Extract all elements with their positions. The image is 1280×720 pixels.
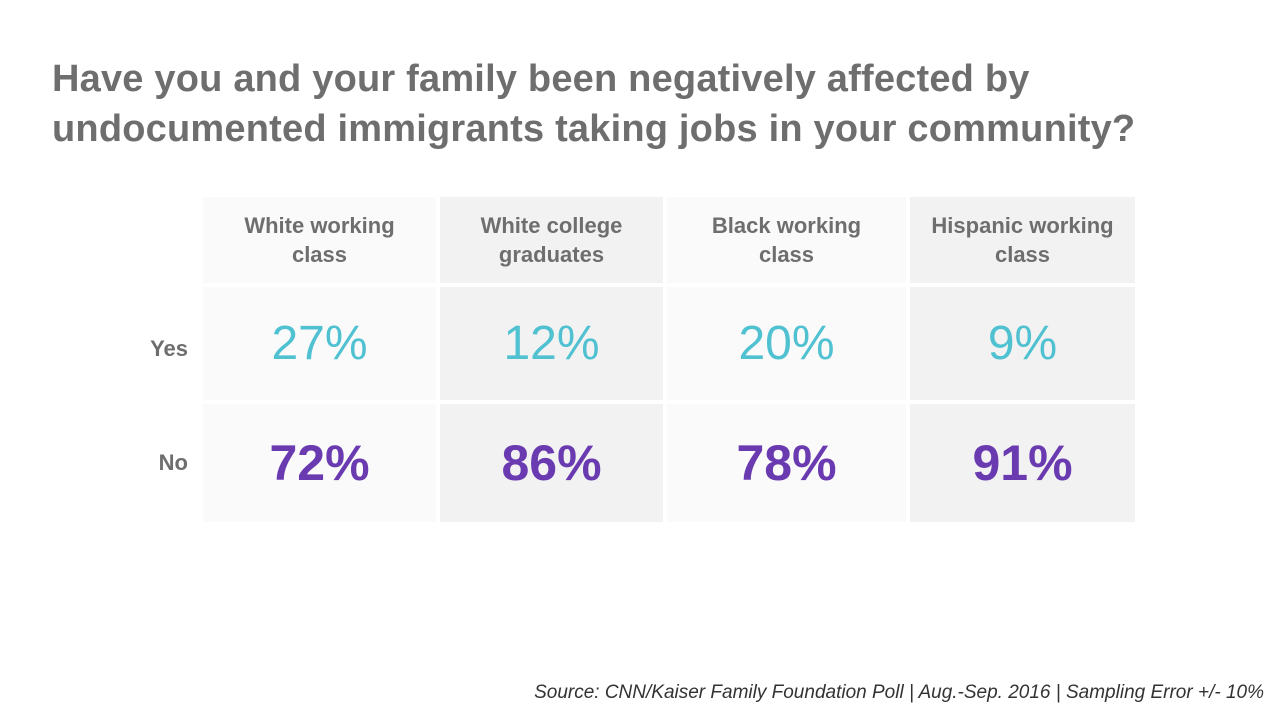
- column-header-line: class: [291, 242, 348, 267]
- yes-value: 12%: [503, 317, 600, 370]
- yes-cell: 9%: [910, 287, 1135, 400]
- row-label-no: No: [158, 450, 188, 475]
- column-header-line: class: [994, 242, 1051, 267]
- column-header-white-working-class: White working class: [203, 197, 436, 283]
- yes-value: 27%: [271, 317, 368, 370]
- yes-cell: 27%: [203, 287, 436, 400]
- no-cell: 91%: [910, 404, 1135, 522]
- column-header-white-college-graduates: White college graduates: [440, 197, 663, 283]
- no-value: 91%: [972, 435, 1073, 491]
- no-value: 86%: [501, 435, 602, 491]
- column-header-hispanic-working-class: Hispanic working class: [910, 197, 1135, 283]
- row-label-yes: Yes: [150, 336, 188, 361]
- no-cell: 86%: [440, 404, 663, 522]
- column-header-black-working-class: Black working class: [667, 197, 906, 283]
- yes-cell: 20%: [667, 287, 906, 400]
- column-header-line: graduates: [498, 242, 605, 267]
- chart-title-line-1: Have you and your family been negatively…: [52, 58, 1030, 100]
- yes-value: 20%: [738, 317, 835, 370]
- no-cell: 72%: [203, 404, 436, 522]
- column-header-line: White college: [480, 213, 623, 238]
- column-header-line: White working: [244, 213, 395, 238]
- yes-value: 9%: [987, 317, 1058, 370]
- column-header-line: Black working: [711, 213, 862, 238]
- column-header-line: class: [758, 242, 815, 267]
- column-header-line: Hispanic working: [931, 213, 1114, 238]
- yes-cell: 12%: [440, 287, 663, 400]
- chart-title-line-2: undocumented immigrants taking jobs in y…: [52, 108, 1136, 150]
- no-cell: 78%: [667, 404, 906, 522]
- no-value: 72%: [269, 435, 370, 491]
- no-value: 78%: [736, 435, 837, 491]
- chart-title: Have you and your family been negatively…: [52, 54, 1252, 154]
- source-note: Source: CNN/Kaiser Family Foundation Pol…: [534, 682, 1264, 703]
